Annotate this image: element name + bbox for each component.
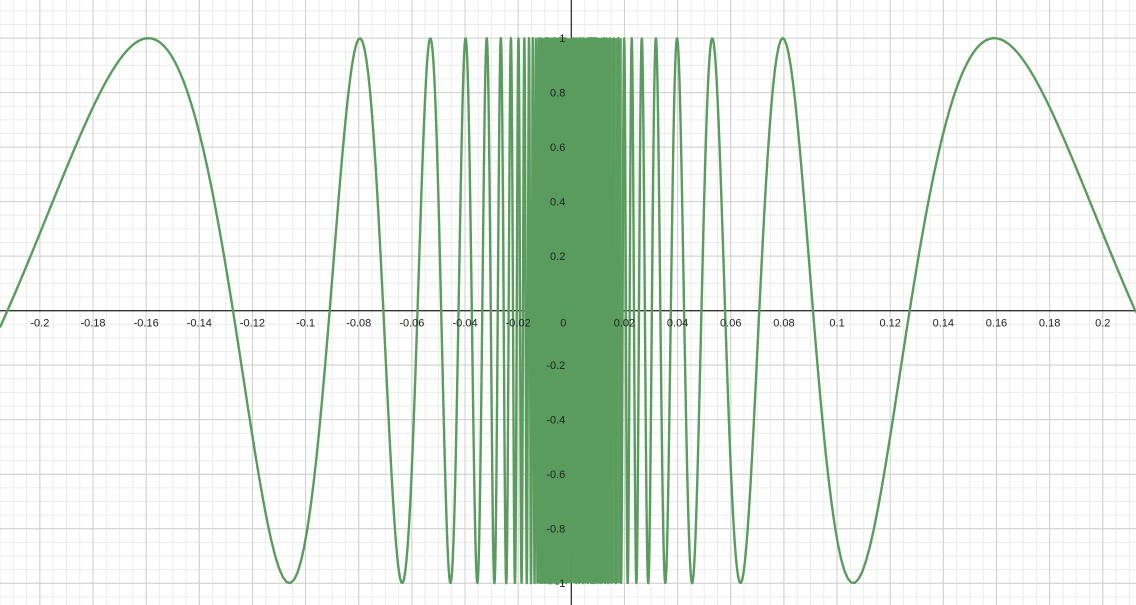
x-tick-label: -0.2 — [30, 318, 49, 330]
y-tick-label: 0.6 — [550, 142, 565, 154]
y-tick-label: -1 — [556, 578, 566, 590]
y-tick-label: 0.8 — [550, 88, 565, 100]
x-tick-label: -0.14 — [187, 318, 212, 330]
x-tick-label: 0.04 — [667, 318, 688, 330]
y-tick-label: -0.4 — [546, 415, 565, 427]
x-tick-label: 0.14 — [933, 318, 954, 330]
x-tick-label: 0.12 — [879, 318, 900, 330]
x-tick-label: 0.2 — [1095, 318, 1110, 330]
y-tick-label: 0.4 — [550, 197, 565, 209]
x-tick-label: 0.06 — [720, 318, 741, 330]
x-tick-label: -0.06 — [399, 318, 424, 330]
curve-layer — [0, 36, 1136, 585]
x-tick-label: 0 — [560, 318, 566, 330]
dense-oscillation-band — [538, 38, 622, 584]
y-tick-label: -0.2 — [546, 360, 565, 372]
y-tick-label: -0.8 — [546, 524, 565, 536]
y-tick-label: 1 — [559, 33, 565, 45]
x-tick-label: 0.02 — [614, 318, 635, 330]
x-tick-label: 0.18 — [1039, 318, 1060, 330]
x-tick-label: -0.12 — [240, 318, 265, 330]
x-tick-label: -0.16 — [134, 318, 159, 330]
x-tick-label: 0.1 — [829, 318, 844, 330]
y-tick-label: 0.2 — [550, 251, 565, 263]
x-tick-label: -0.04 — [452, 318, 477, 330]
x-tick-label: -0.08 — [346, 318, 371, 330]
x-tick-label: -0.1 — [296, 318, 315, 330]
x-tick-label: 0.08 — [773, 318, 794, 330]
y-tick-label: -0.6 — [546, 469, 565, 481]
x-tick-label: -0.18 — [80, 318, 105, 330]
x-tick-label: 0.16 — [986, 318, 1007, 330]
tick-labels: -0.2 -0.18 -0.16 -0.14 -0.12 -0.1 -0.08 -0.06 -0… — [30, 33, 1110, 590]
x-tick-label: -0.02 — [506, 318, 531, 330]
